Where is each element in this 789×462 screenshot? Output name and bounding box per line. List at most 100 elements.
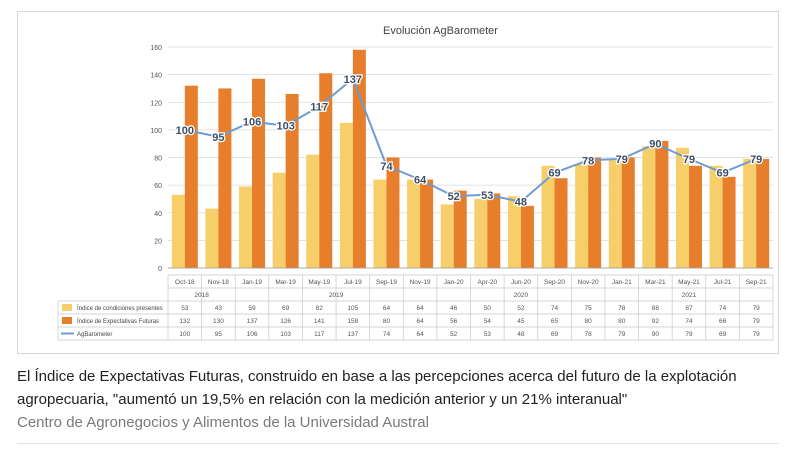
data-label-agbarometer: 95	[212, 132, 224, 144]
year-label: 2019	[329, 292, 344, 299]
bar-expectativas-futuras	[252, 78, 266, 268]
table-value: 64	[416, 305, 424, 312]
table-value: 74	[685, 318, 693, 325]
x-tick-label: Nov-20	[578, 279, 599, 286]
table-value: 79	[753, 331, 761, 338]
bar-condiciones-presentes	[541, 165, 555, 268]
table-value: 53	[484, 331, 492, 338]
bar-condiciones-presentes	[709, 165, 723, 268]
year-label: 2020	[514, 292, 529, 299]
divider	[17, 443, 779, 444]
x-tick-label: Mar-21	[645, 279, 666, 286]
data-label-agbarometer: 79	[750, 154, 762, 166]
table-value: 65	[551, 318, 559, 325]
x-tick-label: Nov-19	[410, 279, 431, 286]
table-value: 74	[719, 305, 727, 312]
table-value: 53	[181, 305, 189, 312]
table-value: 79	[618, 331, 626, 338]
data-label-agbarometer: 100	[176, 125, 194, 137]
y-tick-label: 140	[150, 73, 162, 80]
table-value: 46	[450, 305, 458, 312]
table-value: 126	[280, 318, 291, 325]
chart-figure: Evolución AgBarometer 0 20 40 60 80 100 120 140 1…	[17, 11, 779, 354]
table-value: 132	[179, 318, 190, 325]
bar-expectativas-futuras	[285, 93, 299, 269]
chart-title: Evolución AgBarometer	[383, 25, 498, 37]
bar-condiciones-presentes	[205, 208, 219, 268]
table-value: 74	[383, 331, 391, 338]
table-value: 78	[618, 305, 626, 312]
y-tick-label: 160	[150, 45, 162, 52]
table-value: 79	[685, 331, 693, 338]
bar-expectativas-futuras	[588, 157, 602, 268]
table-value: 82	[316, 305, 324, 312]
table-value: 69	[551, 331, 559, 338]
bar-condiciones-presentes	[507, 196, 521, 268]
x-tick-label: Mar-19	[275, 279, 296, 286]
x-tick-label: Jan-20	[444, 279, 464, 286]
table-value: 59	[248, 305, 256, 312]
y-tick-label: 0	[158, 266, 162, 273]
x-tick-label: May-21	[678, 279, 700, 286]
legend-swatch	[62, 304, 72, 311]
table-value: 106	[247, 331, 258, 338]
data-label-agbarometer: 74	[380, 161, 393, 173]
table-value: 100	[179, 331, 190, 338]
bar-condiciones-presentes	[642, 146, 656, 268]
x-tick-label: Sep-21	[746, 279, 767, 286]
bar-expectativas-futuras	[319, 73, 333, 269]
data-label-agbarometer: 106	[243, 117, 261, 129]
data-label-agbarometer: 69	[548, 168, 560, 180]
image-credit: Centro de Agronegocios y Alimentos de la…	[17, 414, 429, 431]
bar-expectativas-futuras	[621, 157, 635, 268]
x-tick-label: Jul-19	[344, 279, 362, 286]
table-value: 79	[753, 318, 761, 325]
bar-condiciones-presentes	[440, 204, 454, 268]
bar-expectativas-futuras	[487, 193, 501, 268]
data-label-agbarometer: 69	[716, 168, 728, 180]
bar-expectativas-futuras	[554, 178, 568, 268]
bar-expectativas-futuras	[722, 176, 736, 268]
table-value: 117	[314, 331, 325, 338]
data-label-agbarometer: 48	[515, 197, 527, 209]
bar-condiciones-presentes	[575, 164, 589, 268]
data-label-agbarometer: 90	[649, 139, 661, 151]
table-value: 64	[383, 305, 391, 312]
table-value: 141	[314, 318, 325, 325]
table-value: 52	[450, 331, 458, 338]
table-value: 80	[383, 318, 391, 325]
chart-caption: El Índice de Expectativas Futuras, const…	[17, 368, 737, 408]
x-tick-label: Jul-21	[714, 279, 732, 286]
x-tick-label: Sep-19	[376, 279, 397, 286]
table-value: 64	[416, 331, 424, 338]
x-tick-label: Oct-18	[175, 279, 195, 286]
table-value: 66	[719, 318, 727, 325]
table-value: 69	[719, 331, 727, 338]
legend-swatch	[62, 317, 72, 324]
bar-expectativas-futuras	[756, 158, 770, 268]
bar-expectativas-futuras	[688, 165, 702, 268]
y-tick-label: 80	[154, 156, 162, 163]
x-tick-label: Apr-20	[478, 279, 498, 286]
bar-condiciones-presentes	[339, 122, 353, 268]
bar-expectativas-futuras	[386, 157, 400, 268]
table-value: 78	[585, 331, 593, 338]
data-label-agbarometer: 103	[276, 121, 294, 133]
table-value: 130	[213, 318, 224, 325]
bar-expectativas-futuras	[655, 140, 669, 268]
x-tick-label: May-19	[308, 279, 330, 286]
year-label: 2018	[194, 292, 209, 299]
bar-condiciones-presentes	[474, 198, 488, 268]
data-label-agbarometer: 64	[414, 175, 427, 187]
bar-condiciones-presentes	[272, 172, 286, 268]
data-label-agbarometer: 137	[344, 74, 362, 86]
table-value: 158	[347, 318, 358, 325]
bar-condiciones-presentes	[675, 147, 689, 268]
table-value: 54	[484, 318, 492, 325]
table-value: 137	[247, 318, 258, 325]
legend-entry: Índice de condiciones presentes	[77, 305, 163, 312]
table-value: 80	[618, 318, 626, 325]
table-value: 43	[215, 305, 223, 312]
data-label-agbarometer: 53	[481, 190, 493, 202]
table-value: 105	[347, 305, 358, 312]
